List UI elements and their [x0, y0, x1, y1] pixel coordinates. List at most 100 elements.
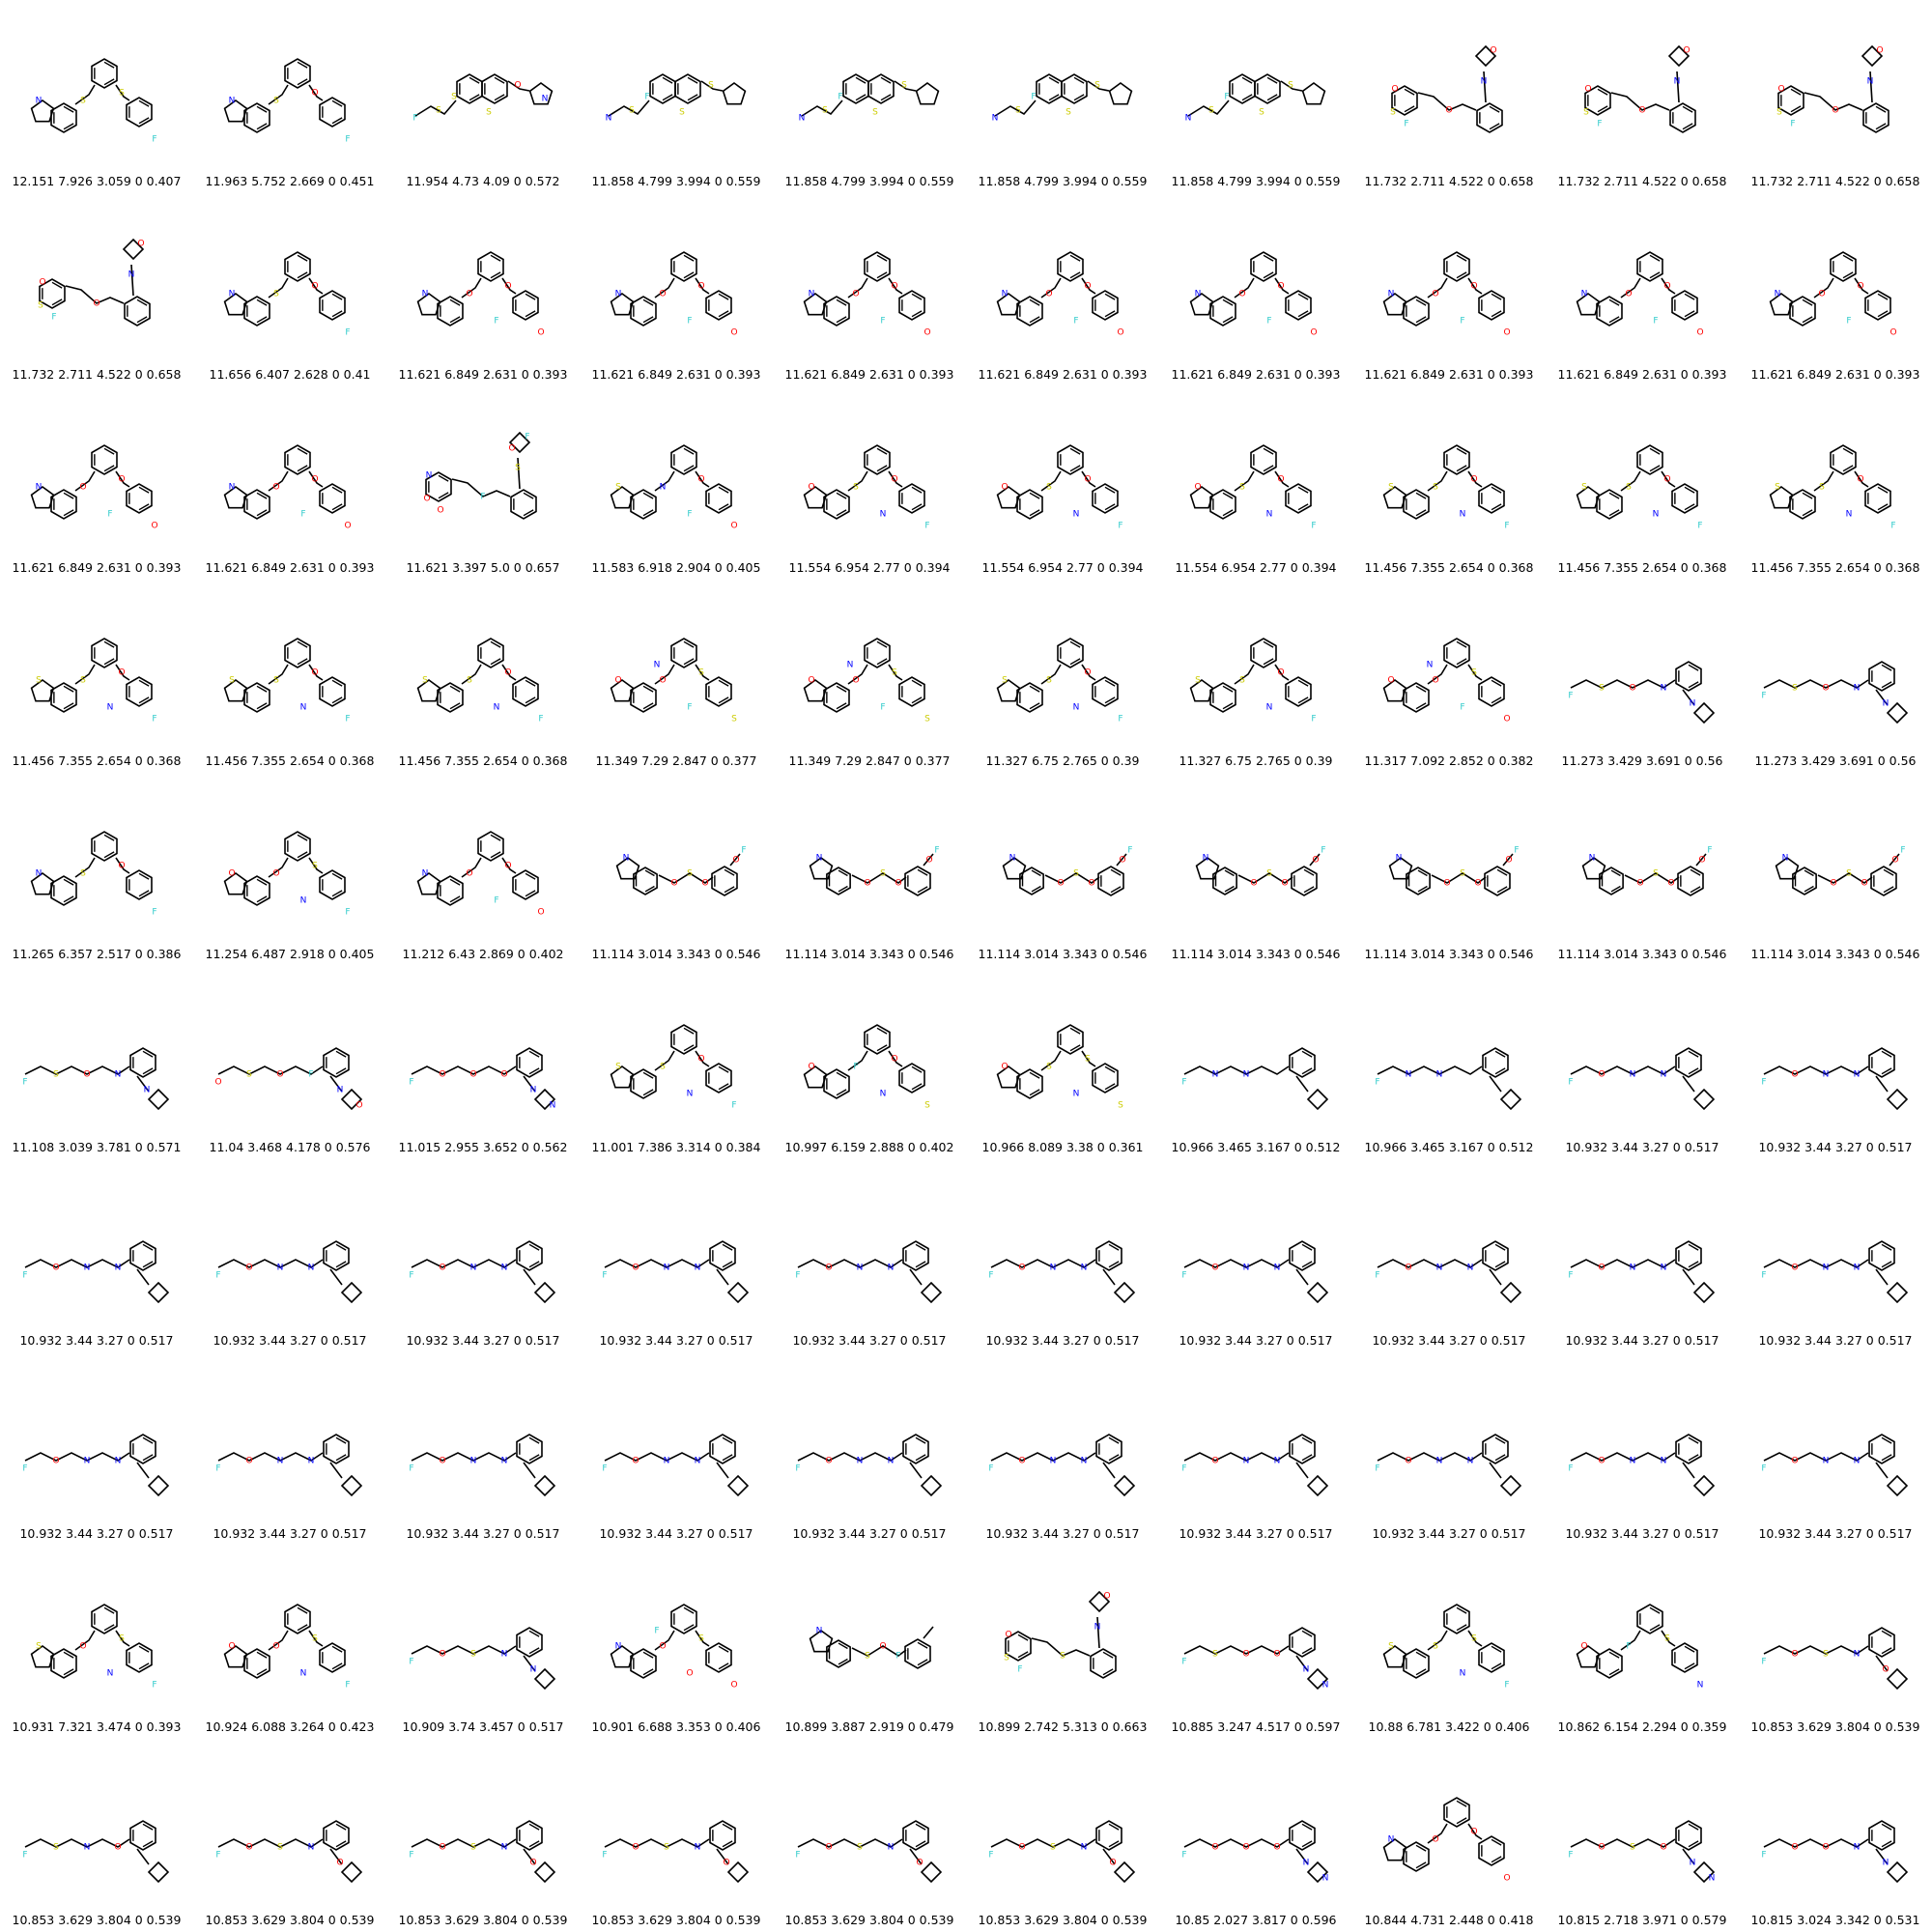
linker-bond-1	[1040, 277, 1062, 298]
molecule-structure: S O S F N	[1769, 444, 1896, 531]
aryl-ring-1	[243, 1648, 270, 1679]
atom-label: N	[501, 1457, 508, 1466]
atom-label: N	[880, 510, 887, 520]
atom-label: O	[245, 1457, 252, 1466]
aryl-ring	[1862, 102, 1889, 133]
molecule-cell: O S F O N O 11.732 2.711 4.522 0 0.658	[1739, 0, 1932, 193]
aryl-ring	[709, 1820, 736, 1851]
molecule-structure: F O S N O	[795, 1820, 943, 1884]
molecule-cell: O S F O N O 11.732 2.711 4.522 0 0.658	[0, 193, 193, 386]
aryl-ring	[1090, 1648, 1117, 1679]
alkyl-chain	[411, 1838, 517, 1848]
aryl-ring-1	[1016, 682, 1043, 713]
imine-bond	[136, 1848, 150, 1865]
atom-label: S	[470, 1650, 476, 1660]
molecule-caption: 11.114 3.014 3.343 0 0.546	[1750, 947, 1920, 961]
substituent-bond	[1889, 853, 1900, 867]
aryl-ring	[1870, 866, 1897, 896]
molecule-structure: F S O N N	[1568, 661, 1716, 724]
atom-label: S	[36, 676, 42, 686]
imine-bond	[329, 1268, 343, 1286]
aryl-ring-3	[898, 483, 925, 514]
aryl-ring-3	[1478, 290, 1505, 321]
molecule-cell: F O S N N 10.909 3.74 3.457 0 0.517	[386, 1546, 580, 1739]
atom-label: N	[1823, 1264, 1830, 1273]
atom-label: O	[272, 869, 279, 879]
atom-label: F	[51, 313, 56, 323]
imine-bond	[1875, 1268, 1889, 1286]
aryl-ring-1	[1789, 489, 1816, 520]
aryl-ring	[1484, 866, 1511, 896]
linker-bond-2	[1274, 664, 1290, 681]
atom-label: O	[466, 869, 472, 879]
atom-label: F	[988, 1851, 993, 1861]
molecule-structure: FO N N	[1181, 1240, 1329, 1304]
atom-label: S	[1653, 869, 1659, 879]
atom-label: O	[1891, 856, 1898, 866]
atom-label: O	[1857, 475, 1863, 485]
aryl-ring-3	[705, 676, 732, 707]
atom-label: S	[1208, 106, 1214, 116]
aryl-ring-2	[864, 251, 891, 282]
imidazole-ring	[996, 486, 1021, 509]
molecule-cell: S S S F N 11.858 4.799 3.994 0 0.559	[773, 0, 966, 193]
atom-label: O	[151, 522, 157, 531]
imidazole-ring	[416, 872, 441, 895]
molecule-cell: F O N N 10.932 3.44 3.27 0 0.517	[1739, 966, 1932, 1159]
imidazole-ring	[30, 99, 55, 123]
molecule-cell: O S S F N 10.931 7.321 3.474 0 0.393	[0, 1546, 193, 1739]
molecule-caption: 10.932 3.44 3.27 0 0.517	[1565, 1333, 1719, 1348]
atom-label: F	[1181, 1658, 1186, 1667]
imine-bond	[1096, 1616, 1100, 1649]
naphthalene-ring-b	[1254, 73, 1281, 104]
aryl-ring-3	[1092, 483, 1119, 514]
linker-bond-1	[461, 277, 482, 298]
imidazole-ring	[1769, 293, 1794, 316]
aryl-ring-1	[437, 296, 464, 327]
atom-label: O	[916, 1859, 923, 1868]
aryl-ring	[1095, 1434, 1122, 1464]
atom-label: F	[731, 1101, 736, 1111]
molecule-cell: S O S F N 11.456 7.355 2.654 0 0.368	[1352, 386, 1546, 580]
atom-label: S	[486, 108, 492, 118]
atom-label: O	[1277, 282, 1284, 292]
atom-label: N	[654, 661, 661, 670]
atom-label: O	[118, 475, 125, 485]
atom-label: O	[311, 475, 318, 485]
linker-bond-1	[268, 664, 289, 685]
aryl-ring	[1482, 1047, 1509, 1078]
alkyl-chain	[24, 1259, 130, 1268]
atom-label: F	[1127, 846, 1132, 856]
substituent-bond	[1502, 853, 1514, 867]
atom-label: S	[312, 862, 318, 871]
aryl-ring-2	[284, 444, 311, 475]
atom-label: F	[409, 1464, 413, 1474]
atom-label: S	[1004, 1654, 1009, 1663]
atom-label: O	[808, 483, 814, 493]
side-chain	[994, 99, 1037, 117]
imine-bond	[1875, 1655, 1889, 1672]
atom-label: N	[1854, 1457, 1861, 1466]
azetidine-ring	[533, 1474, 556, 1497]
aryl-ring-2	[477, 251, 504, 282]
aryl-ring	[1289, 1820, 1316, 1851]
linker-bond-1	[268, 1630, 289, 1651]
atom-label: O	[1310, 328, 1317, 338]
molecule-structure: F S O N N	[22, 1047, 170, 1111]
atom-label: N	[695, 1843, 701, 1853]
linker-bond-2	[695, 470, 710, 488]
aryl-ring-1	[1016, 296, 1043, 327]
atom-label: O	[808, 676, 814, 686]
linker-bond-1	[74, 664, 96, 685]
substituent-bond	[1309, 853, 1321, 867]
atom-label: O	[537, 328, 544, 338]
aryl-ring-1	[1789, 296, 1816, 327]
atom-label: F	[1375, 1271, 1379, 1281]
imidazole-ring	[809, 1630, 834, 1653]
imidazole-ring	[223, 872, 248, 895]
atom-label: F	[22, 1078, 27, 1088]
azetidine-ring	[340, 1474, 363, 1497]
molecule-cell: F O N N 10.932 3.44 3.27 0 0.517	[1352, 1352, 1546, 1546]
molecule-caption: 11.114 3.014 3.343 0 0.546	[1557, 947, 1727, 961]
